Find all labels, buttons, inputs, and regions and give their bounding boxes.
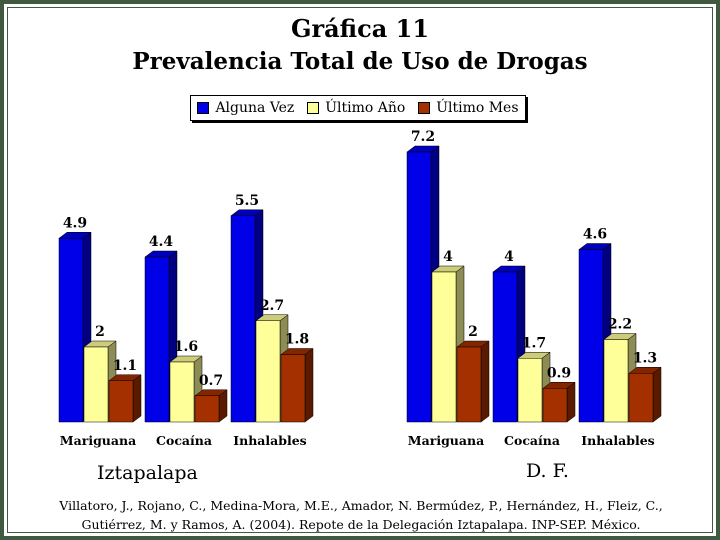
bar-iztapalapa-mariguana-ultimo-ano — [83, 346, 109, 423]
bar-d-f-mariguana-alguna-vez — [406, 151, 432, 423]
data-label-iztapalapa-cocaina-ultimo-mes: 0.7 — [199, 373, 223, 389]
bar-iztapalapa-inhalables-ultimo-mes — [280, 354, 306, 423]
legend-swatch-ultimo-ano — [307, 102, 320, 114]
group-label-df: D. F. — [526, 460, 569, 482]
bar-d-f-mariguana-ultimo-mes — [456, 346, 482, 423]
data-label-d-f-inhalables-alguna-vez: 4.6 — [583, 227, 607, 243]
data-label-iztapalapa-inhalables-ultimo-mes: 1.8 — [285, 332, 309, 348]
data-label-iztapalapa-inhalables-ultimo-ano: 2.7 — [260, 298, 284, 314]
legend-item-ultimo-ano: Último Año — [307, 100, 405, 116]
bar-iztapalapa-mariguana-alguna-vez — [58, 238, 84, 423]
chart-title-line1: Gráfica 11 — [290, 14, 430, 43]
bar-d-f-inhalables-ultimo-ano — [603, 339, 629, 423]
legend: Alguna Vez Último Año Último Mes — [190, 95, 526, 121]
bar-d-f-cocaina-ultimo-mes-side — [566, 381, 576, 423]
bar-iztapalapa-inhalables-ultimo-mes-side — [304, 348, 314, 423]
bar-d-f-inhalables-alguna-vez — [578, 249, 604, 423]
data-label-iztapalapa-mariguana-ultimo-ano: 2 — [95, 324, 105, 340]
data-label-d-f-cocaina-ultimo-ano: 1.7 — [522, 335, 546, 351]
bar-d-f-mariguana-ultimo-ano — [431, 271, 457, 423]
tick-label-iztapalapa-mariguana: Mariguana — [60, 433, 136, 448]
legend-item-ultimo-mes: Último Mes — [418, 100, 519, 116]
bar-d-f-inhalables-ultimo-mes — [628, 373, 654, 423]
data-label-iztapalapa-cocaina-ultimo-ano: 1.6 — [174, 339, 198, 355]
data-label-d-f-inhalables-ultimo-ano: 2.2 — [608, 317, 632, 333]
tick-label-d-f-cocaina: Cocaína — [504, 433, 560, 448]
bar-iztapalapa-cocaina-alguna-vez — [144, 256, 170, 423]
legend-label-ultimo-ano: Último Año — [325, 100, 406, 116]
legend-label-ultimo-mes: Último Mes — [436, 100, 519, 116]
bar-d-f-cocaina-ultimo-mes — [542, 388, 568, 423]
data-label-d-f-cocaina-ultimo-mes: 0.9 — [547, 365, 571, 381]
bar-d-f-cocaina-ultimo-ano — [517, 358, 543, 423]
bar-iztapalapa-cocaina-ultimo-ano — [169, 361, 195, 423]
data-label-d-f-mariguana-ultimo-ano: 4 — [443, 249, 453, 265]
tick-label-d-f-mariguana: Mariguana — [408, 433, 484, 448]
chart-title-line2: Prevalencia Total de Uso de Drogas — [132, 48, 588, 75]
legend-label-alguna-vez: Alguna Vez — [215, 100, 295, 116]
group-label-iztapalapa: Iztapalapa — [97, 462, 198, 484]
source-citation: Villatoro, J., Rojano, C., Medina-Mora, … — [59, 498, 663, 532]
legend-swatch-alguna-vez — [197, 102, 210, 114]
tick-label-iztapalapa-cocaina: Cocaína — [156, 433, 212, 448]
data-label-d-f-inhalables-ultimo-mes: 1.3 — [633, 350, 657, 366]
bar-d-f-inhalables-ultimo-mes-side — [652, 366, 662, 423]
tick-label-iztapalapa-inhalables: Inhalables — [233, 433, 306, 448]
bar-d-f-cocaina-alguna-vez — [492, 271, 518, 423]
data-label-d-f-cocaina-alguna-vez: 4 — [504, 249, 514, 265]
bar-iztapalapa-mariguana-ultimo-mes — [108, 380, 134, 423]
bar-iztapalapa-inhalables-alguna-vez — [230, 215, 256, 423]
bar-d-f-mariguana-ultimo-mes-side — [480, 340, 490, 423]
bar-iztapalapa-mariguana-ultimo-mes-side — [132, 374, 142, 423]
bar-iztapalapa-cocaina-ultimo-mes — [194, 395, 220, 423]
data-label-d-f-mariguana-alguna-vez: 7.2 — [411, 129, 435, 145]
legend-item-alguna-vez: Alguna Vez — [197, 100, 294, 116]
data-label-iztapalapa-inhalables-alguna-vez: 5.5 — [235, 193, 259, 209]
data-label-iztapalapa-mariguana-alguna-vez: 4.9 — [63, 215, 87, 231]
legend-swatch-ultimo-mes — [418, 102, 431, 114]
bar-iztapalapa-inhalables-ultimo-ano — [255, 320, 281, 423]
data-label-d-f-mariguana-ultimo-mes: 2 — [468, 324, 478, 340]
data-label-iztapalapa-cocaina-alguna-vez: 4.4 — [149, 234, 174, 250]
tick-label-d-f-inhalables: Inhalables — [581, 433, 654, 448]
data-label-iztapalapa-mariguana-ultimo-mes: 1.1 — [113, 358, 137, 374]
